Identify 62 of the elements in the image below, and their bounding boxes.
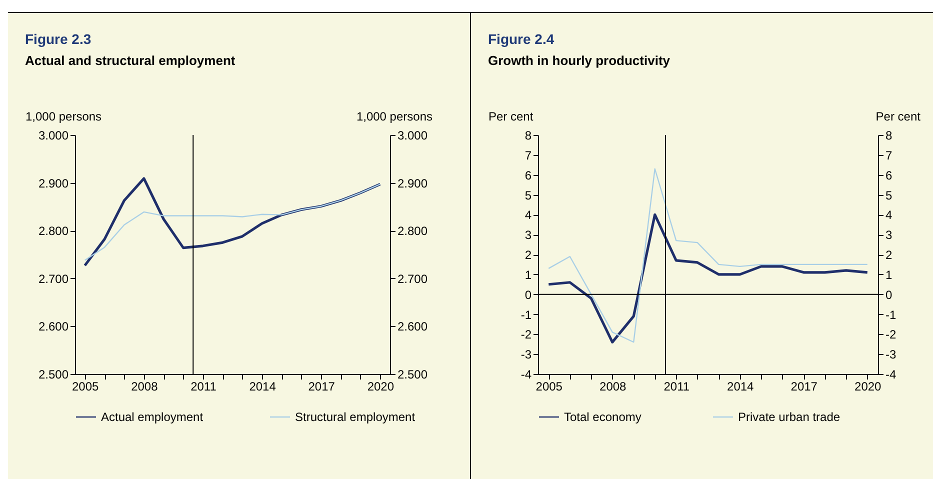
- x-tick-label: 2014: [249, 380, 276, 394]
- y-tick-label: -4: [520, 368, 532, 382]
- y2-tick-label: 3: [886, 228, 892, 242]
- x-tick-label: 2014: [727, 380, 754, 394]
- y2-tick-label: -4: [886, 368, 896, 382]
- y2-tick-label: 2.800: [398, 224, 428, 238]
- y-tick-label: 0: [524, 288, 532, 302]
- y2-tick-label: 5: [886, 188, 892, 202]
- y-tick-label: 2.600: [38, 320, 69, 334]
- x-tick-label: 2017: [308, 380, 336, 394]
- x-tick-label: 2017: [790, 380, 818, 394]
- legend-label: Actual employment: [101, 410, 204, 424]
- y2-tick-label: 7: [886, 148, 892, 162]
- y-axis-title: Per cent: [488, 110, 534, 124]
- y2-tick-label: 0: [886, 288, 892, 302]
- y2-tick-label: -2: [886, 328, 896, 342]
- y-tick-label: 6: [524, 168, 532, 182]
- y-tick-label: 2: [524, 248, 532, 262]
- y-tick-label: 2.500: [38, 368, 69, 382]
- chart-subtitle: Growth in hourly productivity: [488, 53, 671, 68]
- y-tick-label: 2.700: [38, 272, 69, 286]
- y-tick-label: 8: [524, 128, 532, 142]
- y2-tick-label: 2.700: [398, 272, 428, 286]
- chart-subtitle: Actual and structural employment: [25, 53, 236, 68]
- y2-tick-label: 2.900: [398, 176, 428, 190]
- y-tick-label: 2.900: [38, 176, 69, 190]
- y2-tick-label: 6: [886, 168, 892, 182]
- x-tick-label: 2005: [72, 380, 100, 394]
- y-tick-label: 5: [524, 188, 532, 202]
- x-tick-label: 2008: [131, 380, 158, 394]
- y-tick-label: 3.000: [38, 128, 69, 142]
- y2-tick-label: -1: [886, 308, 896, 322]
- y2-tick-label: 2: [886, 248, 892, 262]
- y-tick-label: -3: [520, 348, 532, 362]
- y-tick-label: 7: [524, 148, 532, 162]
- y2-tick-label: 8: [886, 128, 892, 142]
- chart-title: Figure 2.4: [488, 31, 554, 47]
- y2-axis-title: 1,000 persons: [356, 110, 432, 124]
- y2-tick-label: 2.500: [398, 368, 428, 382]
- y2-tick-label: 1: [886, 268, 892, 282]
- y-tick-label: 2.800: [38, 224, 69, 238]
- y2-axis-title: Per cent: [876, 110, 922, 124]
- y-tick-label: 4: [524, 208, 532, 222]
- x-tick-label: 2020: [854, 380, 882, 394]
- y2-tick-label: 3.000: [398, 128, 428, 142]
- chart-title: Figure 2.3: [25, 31, 92, 47]
- y-tick-label: 1: [524, 268, 532, 282]
- y2-tick-label: 4: [886, 208, 892, 222]
- x-tick-label: 2020: [367, 380, 394, 394]
- x-tick-label: 2008: [600, 380, 627, 394]
- y-tick-label: -2: [520, 328, 532, 342]
- y2-tick-label: -3: [886, 348, 896, 362]
- y-axis-title: 1,000 persons: [26, 110, 102, 124]
- y-tick-label: -1: [520, 308, 532, 322]
- legend-label: Private urban trade: [738, 410, 840, 424]
- y2-tick-label: 2.600: [398, 320, 428, 334]
- legend-label: Structural employment: [295, 410, 416, 424]
- x-tick-label: 2011: [190, 380, 217, 394]
- x-tick-label: 2011: [664, 380, 690, 394]
- y-tick-label: 3: [524, 228, 532, 242]
- legend-label: Total economy: [564, 410, 642, 424]
- x-tick-label: 2005: [536, 380, 563, 394]
